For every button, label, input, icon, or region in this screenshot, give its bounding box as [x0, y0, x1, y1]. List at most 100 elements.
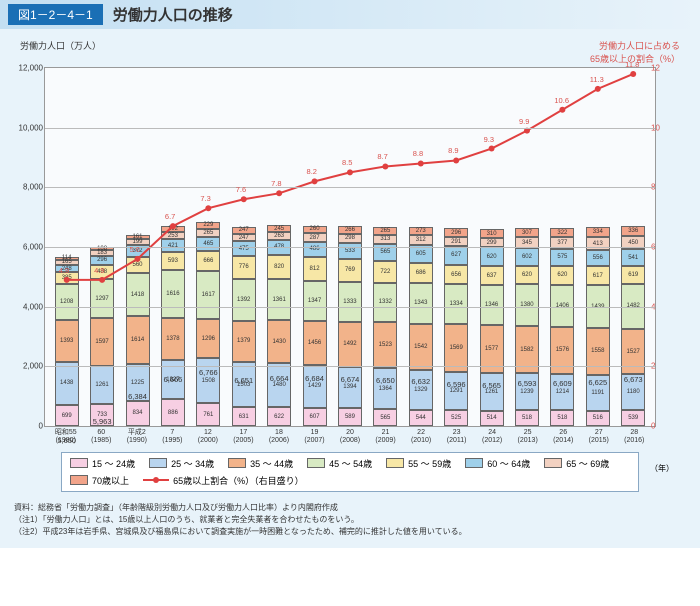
bar-column: 5181239158213806206023453076,593 [510, 228, 543, 426]
bar-column: 8861327137816165934212531926,666 [156, 226, 189, 426]
footnote-2: （注2）平成23年は岩手県、宮城県及び福島県において調査実施が一時困難となったた… [14, 526, 686, 538]
bar-segment: 265 [373, 227, 397, 235]
footnote-1: （注1）「労働力人口」とは、15歳以上人口のうち、就業者と完全失業者を合わせたも… [14, 514, 686, 526]
legend-label: 65 ～ 69歳 [566, 457, 609, 470]
bar-segment: 1558 [586, 328, 610, 375]
bar-column: 6311503137913927764752472476,651 [227, 227, 260, 426]
bar-segment: 229 [196, 222, 220, 229]
bar-column: 6221480143013618204782632456,664 [262, 225, 295, 426]
bar-segment: 834 [126, 401, 150, 426]
legend-label: 55 ～ 59歳 [408, 457, 451, 470]
legend-label: 70歳以上 [92, 474, 129, 487]
bar-segment: 1456 [303, 321, 327, 365]
bar-total-label: 6,565 [482, 381, 501, 390]
bar-segment: 1343 [409, 283, 433, 323]
bar-segment: 245 [267, 225, 291, 232]
legend-swatch [465, 458, 483, 468]
bar-total-label: 6,651 [234, 376, 253, 385]
bar-column: 5251291156913346566272912966,596 [439, 228, 472, 426]
bar-total-label: 6,674 [341, 375, 360, 384]
bar-total-label: 6,684 [305, 374, 324, 383]
legend-swatch [386, 458, 404, 468]
bar-segment: 1616 [161, 270, 185, 318]
bar-segment: 627 [444, 246, 468, 265]
legend-item: 60 ～ 64歳 [465, 457, 530, 470]
legend-item: 25 ～ 34歳 [149, 457, 214, 470]
bar-segment: 1392 [232, 279, 256, 321]
grid-line [45, 366, 655, 367]
bar-column: 6071429145613478124862872606,684 [298, 226, 331, 426]
bar-column: 5181214157614066205753773226,609 [546, 228, 579, 426]
bar-segment: 637 [480, 266, 504, 285]
bar-segment: 1332 [373, 283, 397, 323]
figure-header: 図1－2－4－1 労働力人口の推移 [0, 0, 700, 29]
bar-total-label: 5,650 [57, 436, 76, 445]
line-point-label: 4.9 [94, 266, 104, 275]
legend-line-swatch [143, 479, 169, 481]
bar-segment: 265 [196, 229, 220, 237]
bar-segment: 722 [373, 261, 397, 283]
legend-item: 70歳以上 [70, 474, 129, 487]
line-point-label: 10.6 [554, 96, 569, 105]
plot: 6991438139312083852481651145,65073312611… [45, 68, 655, 426]
legend-line-label: 65歳以上割合（%）（右目盛り） [173, 474, 304, 487]
line-point-label: 4.9 [59, 266, 69, 275]
x-tick: 18(2006) [261, 429, 297, 446]
x-tick: 24(2012) [474, 429, 510, 446]
bar-segment: 247 [232, 227, 256, 234]
bar-segment: 820 [267, 255, 291, 280]
x-tick: 22(2010) [403, 429, 439, 446]
bar-segment: 699 [55, 405, 79, 426]
bar-column: 8341225161414185603721991616,384 [121, 235, 154, 426]
line-point-label: 8.8 [413, 149, 423, 158]
bar-column: 5161191155814396175564133346,625 [581, 227, 614, 426]
bar-segment: 263 [267, 232, 291, 240]
bar-total-label: 5,963 [93, 417, 112, 426]
bar-segment: 565 [373, 409, 397, 426]
bar-total-label: 6,664 [270, 374, 289, 383]
legend-item: 45 ～ 54歳 [307, 457, 372, 470]
bar-segment: 620 [480, 247, 504, 266]
bar-segment: 518 [515, 410, 539, 426]
x-tick: 19(2007) [297, 429, 333, 446]
legend-item-line: 65歳以上割合（%）（右目盛り） [143, 474, 304, 487]
x-tick: 平成2(1990) [119, 429, 155, 446]
bar-segment: 533 [338, 243, 362, 259]
x-tick: 20(2008) [332, 429, 368, 446]
x-tick: 26(2014) [545, 429, 581, 446]
x-tick: 23(2011) [439, 429, 475, 446]
bar-segment: 1334 [444, 284, 468, 324]
bar-total-label: 6,766 [199, 368, 218, 377]
bar-segment: 1527 [621, 329, 645, 375]
y-axis-right: 024681012 [651, 68, 681, 426]
legend-label: 25 ～ 34歳 [171, 457, 214, 470]
bar-segment: 1329 [409, 370, 433, 410]
bar-segment: 886 [161, 399, 185, 426]
bar-total-label: 6,673 [624, 375, 643, 384]
bar-segment: 514 [480, 411, 504, 426]
legend-item: 35 ～ 44歳 [228, 457, 293, 470]
bar-segment: 322 [550, 228, 574, 238]
bar-segment: 769 [338, 259, 362, 282]
bar-total-label: 6,650 [376, 376, 395, 385]
bar-total-label: 6,593 [518, 379, 537, 388]
y-axis-left-label: 労働力人口（万人） [20, 39, 101, 65]
bar-segment: 1380 [515, 284, 539, 325]
y-left-tick: 8,000 [23, 183, 43, 192]
bar-total-label: 6,625 [588, 378, 607, 387]
bar-segment: 287 [303, 233, 327, 242]
bar-segment: 1208 [55, 284, 79, 320]
bar-segment: 1614 [126, 316, 150, 364]
bar-segment: 541 [621, 249, 645, 265]
bar-segment: 307 [515, 228, 539, 237]
y-left-tick: 4,000 [23, 302, 43, 311]
bar-segment: 296 [444, 228, 468, 237]
line-point-label: 11.3 [590, 75, 604, 84]
bar-segment: 761 [196, 403, 220, 426]
bar-segment: 1291 [444, 372, 468, 411]
y-left-tick: 0 [39, 422, 43, 431]
bar-segment: 1379 [232, 321, 256, 362]
bar-segment: 1418 [126, 273, 150, 316]
line-point-label: 8.5 [342, 158, 352, 167]
chart-plot-area: 02,0004,0006,0008,00010,00012,000 024681… [44, 67, 656, 427]
